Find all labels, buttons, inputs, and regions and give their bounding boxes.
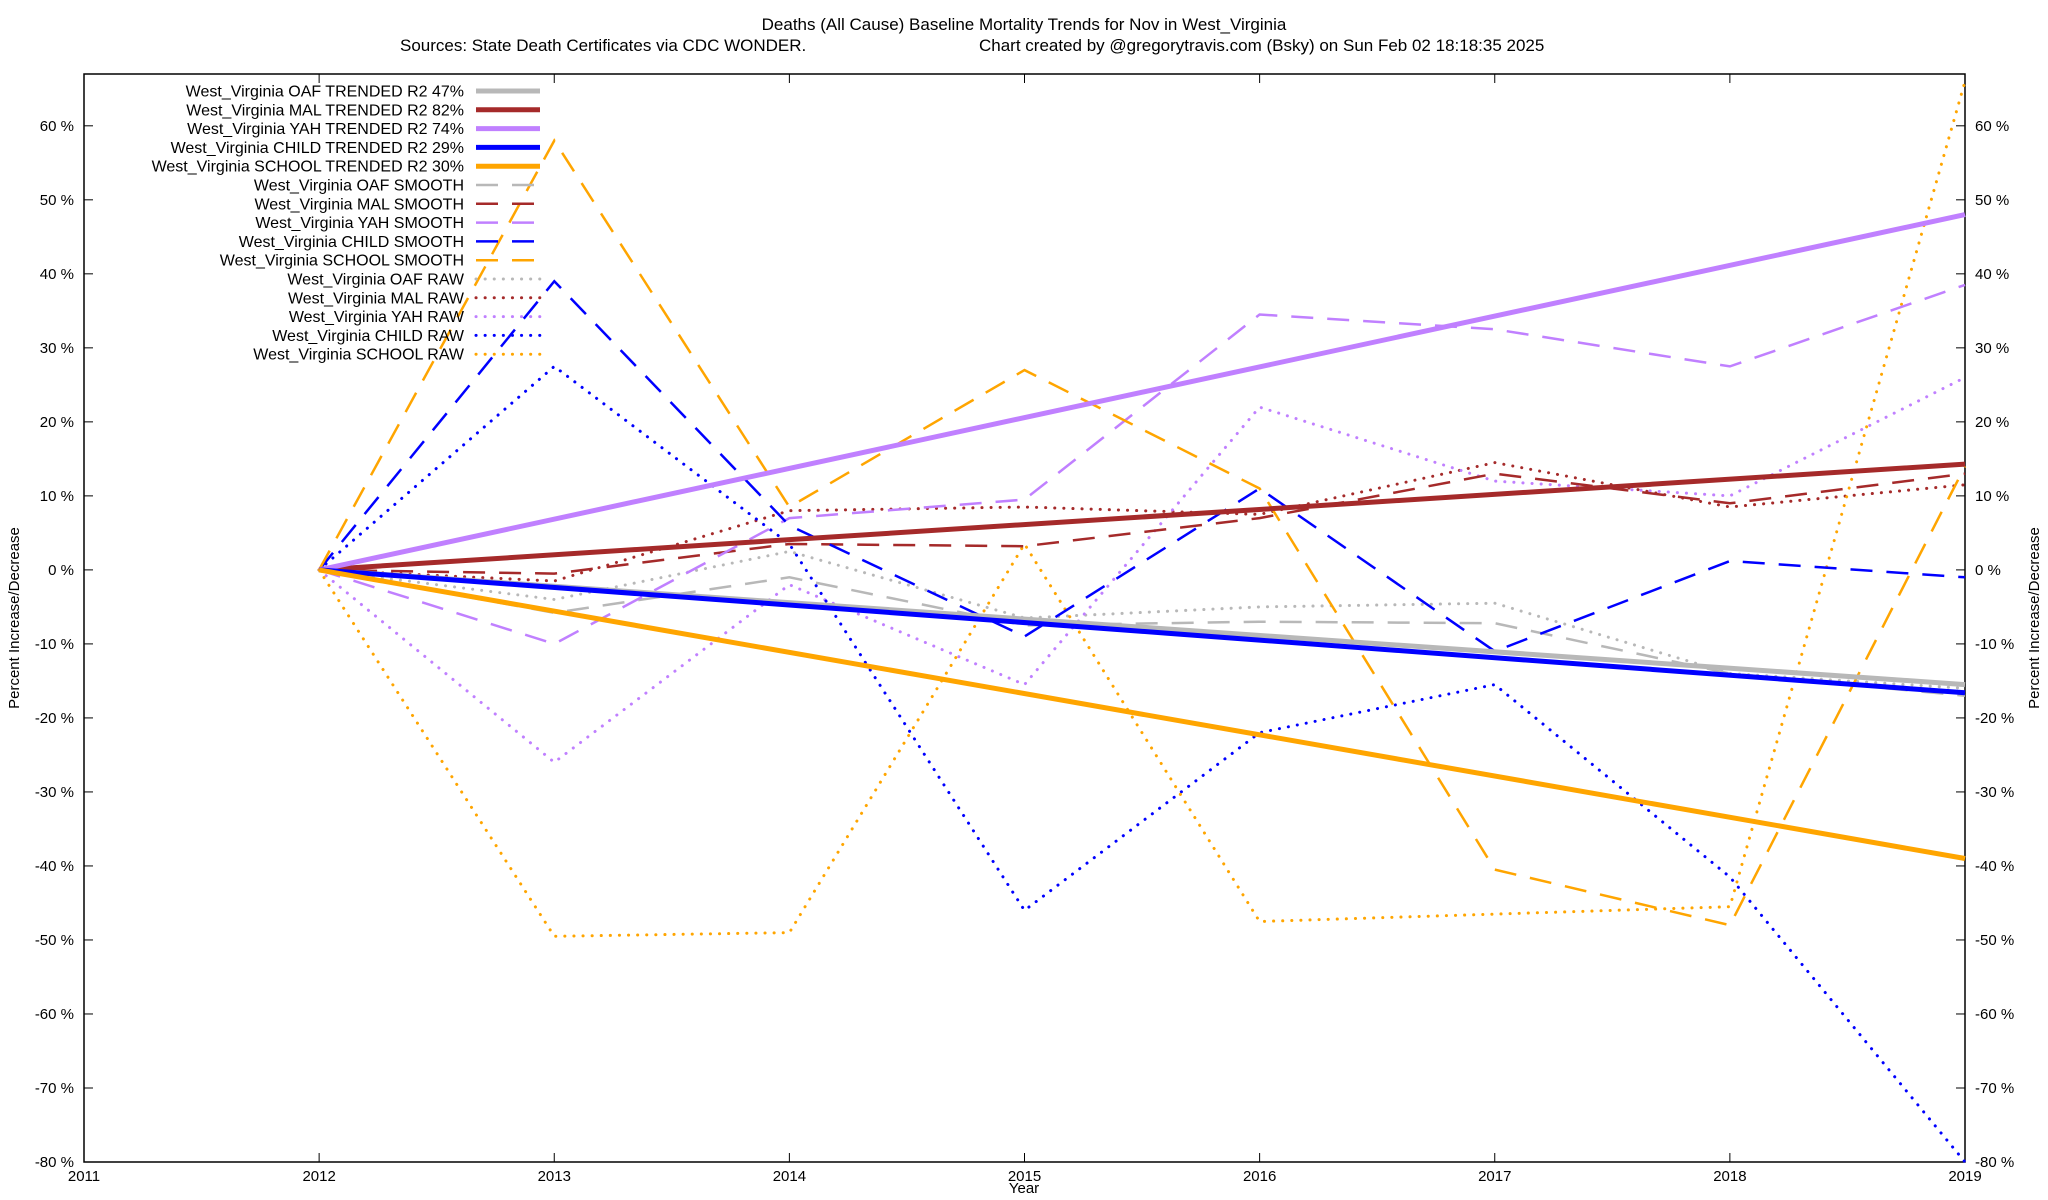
y-tick-label: -60 % — [35, 1006, 74, 1023]
y-tick-label: 20 % — [40, 414, 74, 431]
y-tick-label: -20 % — [35, 710, 74, 727]
x-tick-label: 2015 — [1008, 1168, 1041, 1185]
legend-label: West_Virginia CHILD RAW — [272, 328, 465, 345]
y-tick-label: -70 % — [35, 1080, 74, 1097]
series-line-west-virginia-child-trended-r2-29 — [318, 567, 1966, 696]
x-axis-label: Year — [1009, 1180, 1039, 1197]
legend-label: West_Virginia MAL RAW — [288, 290, 465, 307]
y-tick-label: -80 % — [35, 1154, 74, 1171]
y2-tick-label: -60 % — [1975, 1006, 2014, 1023]
y-tick-label: -10 % — [35, 636, 74, 653]
legend-label: West_Virginia YAH SMOOTH — [255, 215, 464, 232]
legend-label: West_Virginia OAF TRENDED R2 47% — [186, 84, 464, 101]
legend: West_Virginia OAF TRENDED R2 47%West_Vir… — [152, 84, 542, 364]
legend-label: West_Virginia CHILD SMOOTH — [239, 234, 464, 251]
series-line-west-virginia-yah-smooth — [318, 283, 1966, 646]
y-tick-label: 30 % — [40, 340, 74, 357]
x-tick-label: 2014 — [773, 1168, 806, 1185]
y2-tick-label: 30 % — [1975, 340, 2009, 357]
y2-tick-label: 10 % — [1975, 488, 2009, 505]
y-axis-label: Percent Increase/Decrease — [6, 527, 23, 709]
chart-subtitle-source: Sources: State Death Certificates via CD… — [400, 36, 806, 55]
chart-title: Deaths (All Cause) Baseline Mortality Tr… — [762, 15, 1287, 34]
x-tick-label: 2019 — [1948, 1168, 1981, 1185]
legend-label: West_Virginia OAF RAW — [287, 272, 465, 289]
y-tick-label: 50 % — [40, 192, 74, 209]
series-layer — [317, 79, 1967, 1164]
legend-label: West_Virginia YAH TRENDED R2 74% — [187, 121, 464, 138]
y2-tick-label: 50 % — [1975, 192, 2009, 209]
legend-label: West_Virginia MAL SMOOTH — [254, 196, 464, 213]
y2-tick-label: -80 % — [1975, 1154, 2014, 1171]
chart-subtitle-credit: Chart created by @gregorytravis.com (Bsk… — [979, 36, 1544, 55]
legend-label: West_Virginia MAL TRENDED R2 82% — [186, 102, 464, 119]
legend-label: West_Virginia SCHOOL SMOOTH — [220, 253, 464, 270]
x-tick-label: 2017 — [1478, 1168, 1511, 1185]
y2-tick-label: 60 % — [1975, 118, 2009, 135]
y-tick-label: -30 % — [35, 784, 74, 801]
axis-ticks: 2011 2012 2013 2014 2015 2016 2017 2018 2019 60 %… — [35, 74, 2014, 1185]
series-line-west-virginia-mal-smooth — [319, 472, 1966, 575]
y2-tick-label: 40 % — [1975, 266, 2009, 283]
series-line-west-virginia-school-smooth — [318, 138, 1967, 927]
y2-tick-label: -10 % — [1975, 636, 2014, 653]
legend-label: West_Virginia SCHOOL RAW — [253, 347, 465, 364]
series-line-west-virginia-child-smooth — [318, 279, 1966, 653]
y2-tick-label: -70 % — [1975, 1080, 2014, 1097]
y-tick-label: 40 % — [40, 266, 74, 283]
x-tick-label: 2018 — [1713, 1168, 1746, 1185]
legend-label: West_Virginia OAF SMOOTH — [254, 178, 464, 195]
y2-tick-label: -20 % — [1975, 710, 2014, 727]
y2-tick-label: -40 % — [1975, 858, 2014, 875]
x-tick-label: 2011 — [68, 1168, 100, 1185]
series-line-west-virginia-mal-trended-r2-82 — [318, 461, 1966, 573]
y-tick-label: 60 % — [40, 118, 74, 135]
x-tick-label: 2012 — [302, 1168, 335, 1185]
legend-label: West_Virginia CHILD TRENDED R2 29% — [171, 140, 464, 157]
y2-axis-label: Percent Increase/Decrease — [2026, 527, 2043, 709]
y2-tick-label: -30 % — [1975, 784, 2014, 801]
series-line-west-virginia-school-raw — [317, 79, 1967, 938]
x-tick-label: 2013 — [538, 1168, 571, 1185]
series-line-west-virginia-yah-trended-r2-74 — [318, 212, 1966, 573]
series-line-west-virginia-yah-raw — [317, 376, 1967, 765]
y2-tick-label: -50 % — [1975, 932, 2014, 949]
y2-tick-label: 20 % — [1975, 414, 2009, 431]
y-tick-label: -40 % — [35, 858, 74, 875]
series-line-west-virginia-child-raw — [317, 364, 1967, 1164]
x-tick-label: 2016 — [1243, 1168, 1276, 1185]
series-line-west-virginia-school-trended-r2-30 — [318, 567, 1966, 861]
y2-tick-label: 0 % — [1975, 562, 2001, 579]
y-tick-label: 10 % — [40, 488, 74, 505]
legend-label: West_Virginia SCHOOL TRENDED R2 30% — [152, 159, 464, 176]
legend-label: West_Virginia YAH RAW — [289, 309, 465, 326]
y-tick-label: 0 % — [48, 562, 74, 579]
y-tick-label: -50 % — [35, 932, 74, 949]
